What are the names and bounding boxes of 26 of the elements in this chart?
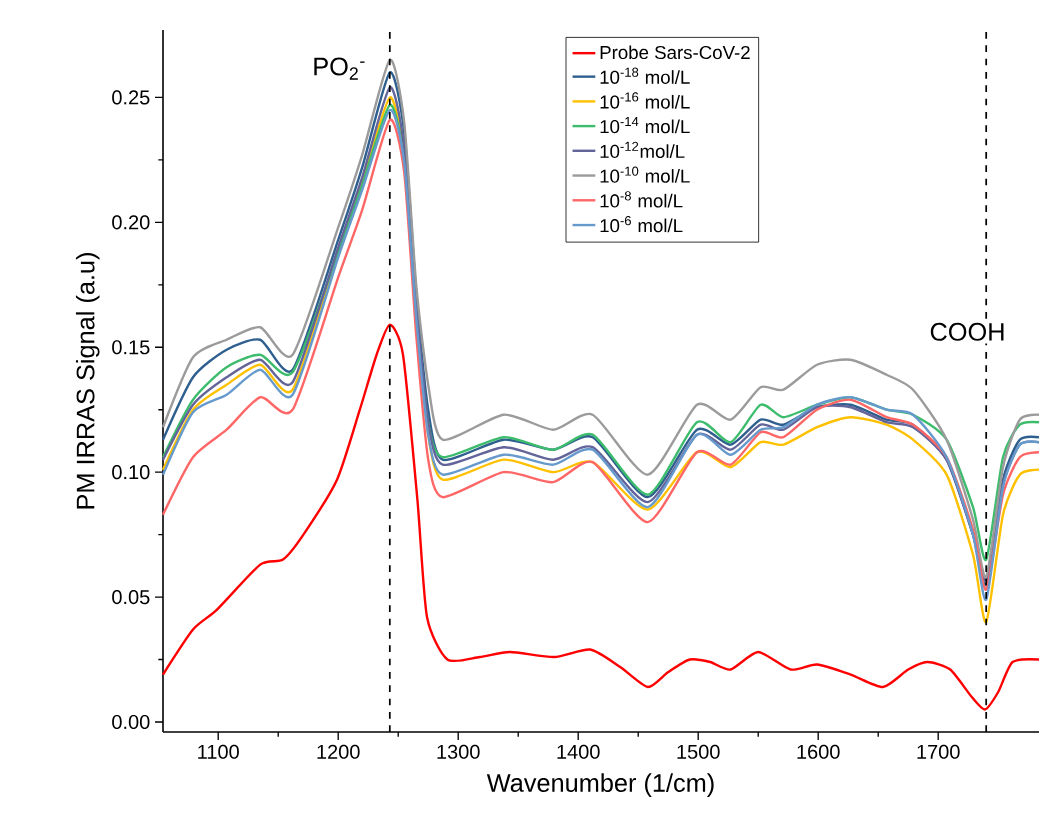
y-axis-title: PM IRRAS Signal (a.u) — [75, 253, 100, 509]
x-tick-label: 1200 — [317, 744, 360, 759]
legend-label: 10$^{-6}$ mol/L — [600, 216, 683, 233]
legend-label: 10$^{-12}$mol/L — [600, 141, 685, 159]
y-tick-label: 0.10 — [112, 465, 150, 480]
y-tick-label: 0.05 — [112, 590, 150, 605]
legend-label: 10$^{-8}$ mol/L — [600, 191, 683, 208]
x-tick-label: 1700 — [917, 744, 960, 759]
x-tick-label: 1400 — [557, 744, 600, 759]
y-tick-label: 0.20 — [112, 215, 150, 230]
y-tick-label: 0.15 — [112, 340, 150, 355]
legend-label: 10$^{-14}$ mol/L — [600, 117, 690, 134]
x-tick-label: 1300 — [437, 744, 480, 759]
legend-label: 10$^{-10}$ mol/L — [600, 166, 690, 183]
legend-label: 10$^{-16}$ mol/L — [600, 92, 690, 109]
annotation: PO$_{2}$- — [314, 57, 365, 80]
legend-label: 10$^{-18}$ mol/L — [600, 67, 690, 84]
x-axis-title: Wavenumber (1/cm) — [486, 773, 714, 797]
x-tick-label: 1100 — [198, 744, 239, 759]
y-tick-label: 0.25 — [112, 90, 150, 105]
line-series — [161, 323, 1039, 711]
y-tick-label: 0.00 — [112, 714, 150, 730]
x-tick-label: 1500 — [677, 744, 720, 759]
legend-label: Probe Sars-CoV-2 — [600, 45, 750, 60]
x-tick-label: 1600 — [797, 744, 840, 759]
annotation: COOH — [930, 322, 1004, 341]
